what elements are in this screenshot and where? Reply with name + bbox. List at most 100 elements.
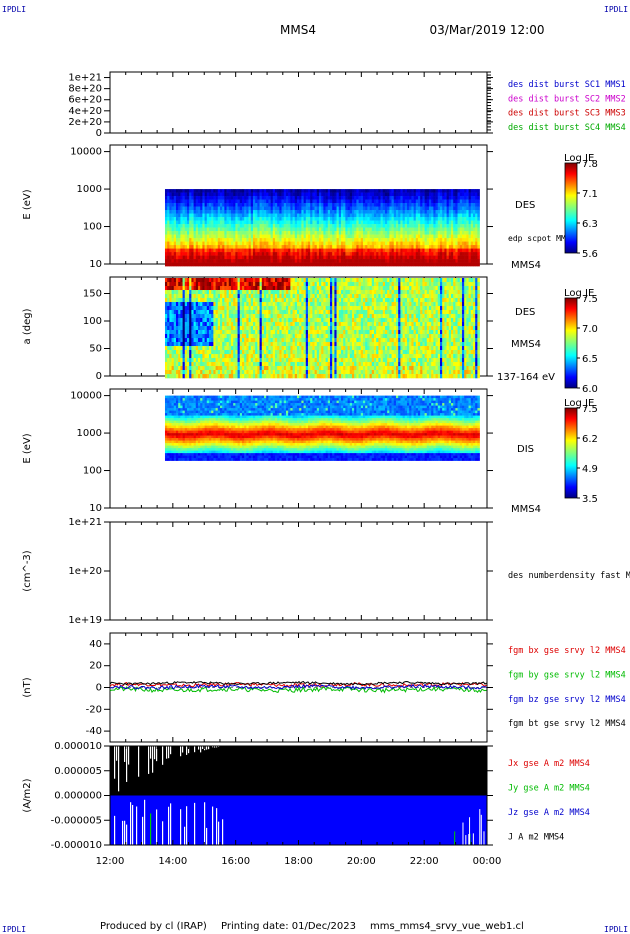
des-energy-cell (420, 206, 423, 211)
des-energy-cell (338, 206, 342, 211)
pitch-cell (228, 318, 232, 323)
des-energy-cell (310, 192, 313, 197)
des-energy-cell (424, 220, 428, 225)
des-energy-cell (283, 227, 287, 232)
pitch-cell (213, 366, 216, 371)
pitch-cell (197, 286, 201, 291)
des-energy-cell (197, 192, 201, 197)
pitch-cell (299, 350, 302, 355)
des-energy-cell (393, 238, 397, 242)
panel-des-energy-ylabel: E (eV) (22, 189, 33, 219)
des-energy-cell (413, 220, 417, 225)
pitch-cell (252, 338, 256, 343)
pitch-cell (274, 302, 278, 307)
des-energy-cell (468, 227, 472, 232)
pitch-cell (261, 338, 265, 343)
des-energy-cell (239, 192, 243, 197)
des-energy-cell (180, 206, 183, 211)
pitch-cell (268, 346, 271, 351)
pitch-cell (167, 334, 170, 339)
des-energy-cell (180, 248, 183, 253)
des-energy-cell (169, 234, 172, 239)
des-energy-cell (318, 227, 322, 232)
pitch-cell (171, 346, 175, 351)
des-energy-cell (171, 199, 175, 204)
pitch-cell (191, 310, 194, 315)
pitch-cell (266, 298, 269, 303)
pitch-cell (301, 370, 304, 375)
des-energy-cell (237, 217, 241, 221)
des-energy-cell (431, 227, 434, 232)
pitch-cell (299, 358, 302, 363)
pitch-cell (217, 290, 221, 295)
des-energy-cell (450, 238, 454, 242)
des-energy-cell (464, 259, 467, 263)
des-energy-cell (411, 259, 414, 263)
pitch-cell (277, 318, 280, 323)
pitch-cell (178, 334, 181, 339)
des-energy-cell (453, 227, 456, 232)
pitch-cell (186, 278, 190, 283)
des-energy-cell (169, 196, 172, 200)
des-energy-cell (373, 206, 377, 211)
des-energy-cell (369, 196, 373, 200)
des-energy-cell (347, 252, 351, 256)
des-energy-cell (332, 220, 335, 225)
pitch-cell (186, 350, 190, 355)
pitch-cell (193, 298, 197, 303)
des-energy-cell (380, 248, 384, 253)
des-energy-cell (312, 217, 315, 221)
pitch-cell (292, 306, 296, 311)
des-energy-cell (292, 255, 296, 260)
pitch-cell (215, 330, 219, 335)
des-energy-cell (169, 238, 172, 242)
des-energy-cell (340, 255, 344, 260)
des-energy-cell (266, 220, 269, 225)
des-energy-cell (387, 231, 390, 235)
des-energy-cell (415, 217, 419, 221)
des-energy-cell (266, 189, 269, 193)
des-energy-cell (435, 206, 439, 211)
pitch-cell (270, 362, 274, 367)
des-energy-cell (384, 231, 388, 235)
des-energy-cell (431, 241, 434, 246)
des-energy-cell (431, 217, 434, 221)
des-energy-cell (362, 259, 366, 263)
pitch-cell (259, 298, 263, 303)
des-energy-cell (167, 248, 170, 253)
des-energy-cell (391, 238, 395, 242)
des-energy-cell (169, 213, 172, 218)
pitch-cell (235, 298, 238, 303)
pitch-cell (305, 282, 309, 287)
des-energy-cell (257, 259, 260, 263)
pitch-cell (230, 358, 234, 363)
pitch-cell (274, 354, 278, 359)
des-energy-cell (211, 241, 214, 246)
des-energy-cell (222, 192, 225, 197)
pitch-cell (274, 370, 278, 375)
des-energy-cell (274, 248, 278, 253)
des-energy-cell (369, 220, 373, 225)
pitch-cell (285, 374, 289, 379)
pitch-cell (296, 354, 300, 359)
des-energy-cell (193, 234, 197, 239)
pitch-cell (200, 338, 203, 343)
des-energy-cell (248, 217, 252, 221)
pitch-cell (237, 338, 241, 343)
des-energy-cell (464, 206, 467, 211)
des-energy-cell (413, 262, 417, 267)
pitch-cell (296, 310, 300, 315)
des-energy-cell (332, 224, 335, 228)
des-energy-cell (281, 192, 285, 197)
des-energy-cell (404, 238, 408, 242)
des-energy-cell (378, 241, 381, 246)
des-energy-cell (376, 192, 379, 197)
pitch-cell (186, 322, 190, 327)
des-energy-cell (270, 220, 274, 225)
pitch-cell (195, 346, 199, 351)
des-energy-cell (400, 189, 403, 193)
des-energy-cell (184, 210, 188, 214)
des-energy-cell (327, 245, 331, 249)
des-energy-cell (252, 220, 256, 225)
des-energy-cell (400, 213, 403, 218)
